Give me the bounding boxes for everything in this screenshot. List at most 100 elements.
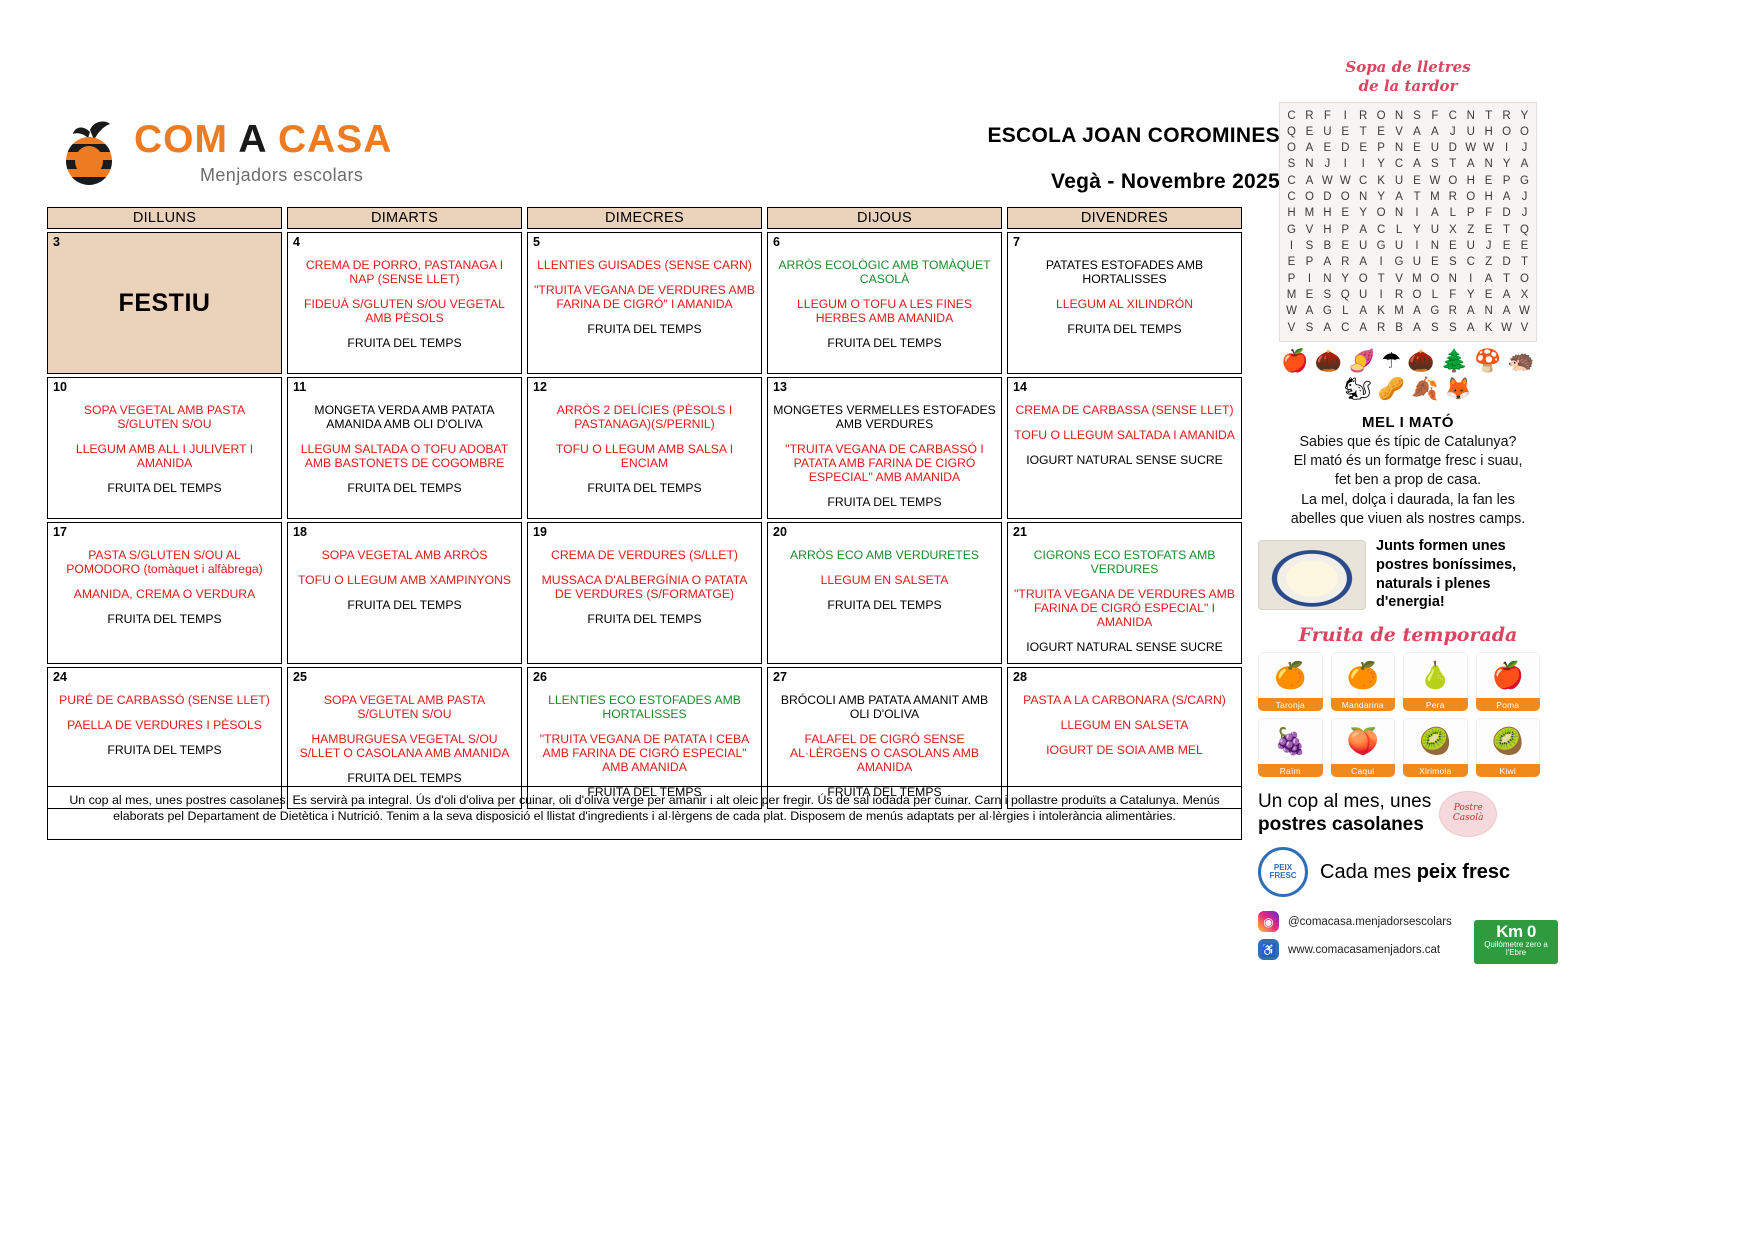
wordsearch-letter: O <box>1304 191 1314 204</box>
dish-item: "TRUITA VEGANA DE PATATA I CEBA AMB FARI… <box>539 731 750 774</box>
wordsearch-letter: T <box>1520 256 1528 269</box>
wordsearch-letter: K <box>1377 305 1385 318</box>
day-number: 12 <box>533 380 547 394</box>
menu-notes: Un cop al mes, unes postres casolanes. E… <box>47 786 1242 840</box>
wordsearch-letter: T <box>1377 272 1385 285</box>
social-links: ◉ @comacasa.menjadorsescolars ♿ www.coma… <box>1258 911 1558 961</box>
day-header-dimarts: DIMARTS <box>287 207 522 229</box>
wordsearch-letter: A <box>1323 256 1332 269</box>
wordsearch-letter: C <box>1466 256 1475 269</box>
fruit-item-kiwi: 🥝 Kiwi <box>1475 718 1540 778</box>
day-number: 17 <box>53 525 67 539</box>
instagram-row[interactable]: ◉ @comacasa.menjadorsescolars <box>1258 911 1558 933</box>
dish-item: SOPA VEGETAL AMB PASTA S/GLUTEN S/OU <box>323 693 486 721</box>
wordsearch-letter: Q <box>1287 125 1296 138</box>
wordsearch-letter: I <box>1361 158 1365 171</box>
dish-item: ARRÒS ECOLÒGIC AMB TOMÀQUET CASOLÀ <box>778 258 991 286</box>
fruit-label: Caqui <box>1330 764 1395 778</box>
dish-item: FALAFEL DE CIGRÓ SENSE AL·LÈRGENS O CASO… <box>790 731 979 774</box>
wordsearch-letter: T <box>1485 109 1493 122</box>
wordsearch-letter: G <box>1430 305 1440 318</box>
wordsearch-letter: P <box>1377 142 1385 155</box>
wordsearch-letter: V <box>1305 223 1314 236</box>
dish-item: CREMA DE PORRO, PASTANAGA I NAP (SENSE L… <box>305 258 504 286</box>
day-header-dijous: DIJOUS <box>767 207 1002 229</box>
wordsearch-letter: A <box>1359 305 1368 318</box>
apple-icon: 🍎 <box>1475 652 1540 699</box>
wordsearch-letter: A <box>1431 125 1439 138</box>
mushroom-icon: 🍄 <box>1473 348 1502 374</box>
wordsearch-letter: C <box>1376 223 1386 236</box>
wordsearch-letter: N <box>1484 158 1493 171</box>
wordsearch-letter: G <box>1520 174 1529 187</box>
wordsearch-letter: H <box>1323 207 1332 220</box>
day-number: 28 <box>1013 670 1027 684</box>
fruit-item-raïm: 🍇 Raïm <box>1258 718 1323 778</box>
wordsearch-letter: N <box>1359 191 1368 204</box>
calendar-week-row: 24 PURÉ DE CARBASSÓ (SENSE LLET) PAELLA DE… <box>47 667 1242 809</box>
brand-title-casa: CASA <box>277 118 393 161</box>
brand-logo: COM A CASA Menjadors escolars <box>60 118 392 186</box>
umbrella-icon: ☂ <box>1381 348 1402 374</box>
wordsearch-letter: E <box>1377 125 1385 138</box>
wordsearch-letter: I <box>1379 256 1383 269</box>
wordsearch-letter: S <box>1448 321 1457 334</box>
day-number: 11 <box>293 380 307 394</box>
wordsearch-letter: D <box>1448 142 1457 155</box>
calendar-day-cell-25: 25 SOPA VEGETAL AMB PASTA S/GLUTEN S/OU HA… <box>287 667 522 809</box>
dish-item: PAELLA DE VERDURES I PÈSOLS <box>67 717 262 732</box>
wordsearch-letter: J <box>1521 142 1528 155</box>
wordsearch-letter: P <box>1305 256 1314 269</box>
wordsearch-letter: E <box>1323 142 1332 155</box>
wordsearch-letter: A <box>1413 305 1421 318</box>
wordsearch-letter: N <box>1466 109 1475 122</box>
homemade-dessert-text: Un cop al mes, unes postres casolanes <box>1258 791 1431 837</box>
wordsearch-letter: I <box>1289 240 1294 253</box>
website-row[interactable]: ♿ www.comacasamenjadors.cat <box>1258 939 1558 961</box>
day-number: 27 <box>773 670 787 684</box>
dish-list: LLENTIES GUISADES (SENSE CARN) "TRUITA VE… <box>533 258 756 368</box>
dish-list: BRÓCOLI AMB PATATA AMANIT AMB OLI D'OLIV… <box>773 693 996 803</box>
apple-logo-icon <box>60 118 122 186</box>
calendar-week-row: 17 PASTA S/GLUTEN S/OU AL POMODORO (tomàq… <box>47 522 1242 664</box>
wordsearch-letter: E <box>1484 174 1493 187</box>
dish-item: LLEGUM O TOFU A LES FINES HERBES AMB AMA… <box>797 296 972 325</box>
dish-item: LLENTIES GUISADES (SENSE CARN) <box>537 258 752 272</box>
wordsearch-letter: T <box>1359 125 1367 138</box>
wordsearch-letter: U <box>1323 125 1332 138</box>
wordsearch-letter: T <box>1503 223 1511 236</box>
wordsearch-letter: N <box>1448 272 1457 285</box>
wordsearch-letter: R <box>1376 321 1386 334</box>
wordsearch-letter: Y <box>1341 272 1350 285</box>
wordsearch-letter: L <box>1431 289 1439 302</box>
instagram-handle: @comacasa.menjadorsescolars <box>1288 915 1452 928</box>
calendar-day-cell-20: 20 ARRÒS ECO AMB VERDURETES LLEGUM EN SALS… <box>767 522 1002 664</box>
day-number: 19 <box>533 525 547 539</box>
wordsearch-letter: R <box>1502 109 1511 122</box>
pomegranate-icon: 🍎 <box>1281 348 1309 374</box>
wordsearch-letter: O <box>1466 191 1476 204</box>
wordsearch-letter: L <box>1342 305 1349 318</box>
wordsearch-letter: S <box>1413 109 1421 122</box>
calendar-week-row: 10 SOPA VEGETAL AMB PASTA S/GLUTEN S/OU LL… <box>47 377 1242 519</box>
dish-item: BRÓCOLI AMB PATATA AMANIT AMB OLI D'OLIV… <box>780 693 989 721</box>
dish-item: FRUITA DEL TEMPS <box>1067 321 1182 336</box>
dish-item: AMANIDA, CREMA O VERDURA <box>73 586 256 601</box>
wordsearch-letter: N <box>1484 305 1493 318</box>
wordsearch-letter: P <box>1502 174 1511 187</box>
fresh-fish-bold: peix fresc <box>1416 860 1511 883</box>
wordsearch-letter: G <box>1376 240 1386 253</box>
day-number: 3 <box>53 235 60 249</box>
mel-i-mato-line: fet ben a prop de casa. <box>1334 472 1482 489</box>
day-number: 20 <box>773 525 787 539</box>
wordsearch-title-line2: de la tardor <box>1358 76 1458 95</box>
wordsearch-letter: E <box>1341 240 1350 253</box>
wordsearch-letter: E <box>1431 256 1439 269</box>
wordsearch-letter: O <box>1502 125 1512 138</box>
dish-item: FRUITA DEL TEMPS <box>347 335 462 350</box>
day-number: 25 <box>293 670 307 684</box>
dish-item: PURÉ DE CARBASSÓ (SENSE LLET) <box>59 693 270 707</box>
